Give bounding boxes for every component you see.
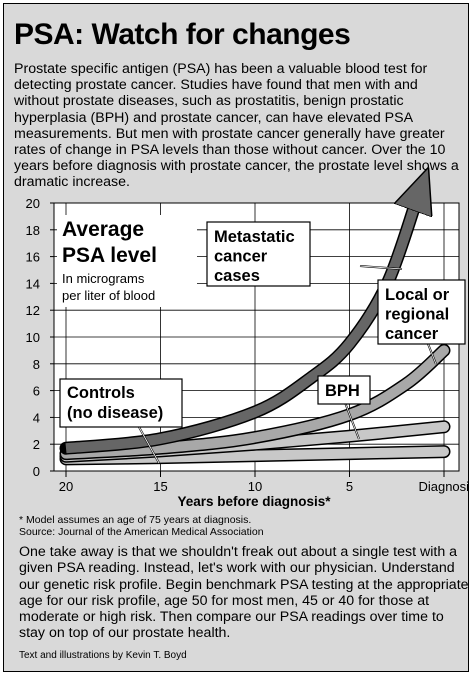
credit-line: Text and illustrations by Kevin T. Boyd xyxy=(19,650,187,661)
y-tick-label: 14 xyxy=(26,276,40,291)
y-tick-label: 6 xyxy=(33,384,40,399)
bph-label-box xyxy=(317,375,371,405)
x-tick-label: 5 xyxy=(346,479,353,494)
local-cancer-label-text: Local or xyxy=(385,286,450,304)
x-axis-label: Years before diagnosis* xyxy=(177,494,331,509)
y-tick-label: 2 xyxy=(33,437,40,452)
y-tick-label: 4 xyxy=(33,410,40,425)
x-tick-label: 15 xyxy=(153,479,167,494)
chart-title-line: PSA level xyxy=(62,244,157,267)
controls-label-box xyxy=(59,378,183,428)
y-tick-label: 0 xyxy=(33,464,40,479)
chart-title-backdrop xyxy=(57,215,197,307)
x-axis-ticks: 20 15 10 5 Diagnosis xyxy=(59,471,469,494)
chart-title-line: Average xyxy=(62,218,144,241)
metastatic-label-box xyxy=(206,221,311,287)
chart-title: Average PSA level In micrograms per liter o… xyxy=(57,215,197,307)
local-cancer-label-text: regional xyxy=(385,306,449,324)
metastatic-label-text: cases xyxy=(214,267,260,285)
controls-label-text: (no disease) xyxy=(67,404,163,422)
local-cancer-line xyxy=(61,345,449,459)
y-tick-label: 10 xyxy=(26,330,40,345)
y-tick-label: 18 xyxy=(26,223,40,238)
y-tick-label: 16 xyxy=(26,250,40,265)
intro-paragraph: Prostate specific antigen (PSA) has been… xyxy=(14,61,459,191)
label-pointer-highlight xyxy=(343,399,360,440)
local-cancer-label-box xyxy=(377,279,466,345)
y-tick-label: 12 xyxy=(26,303,40,318)
x-tick-label: 10 xyxy=(248,479,262,494)
y-axis-ticks: 0 2 4 6 8 10 12 14 16 18 20 xyxy=(26,196,54,479)
page-title: PSA: Watch for changes xyxy=(14,18,351,51)
y-tick-label: 8 xyxy=(33,357,40,372)
chart-units-line: In micrograms xyxy=(62,271,145,286)
label-pointer-highlight xyxy=(359,265,403,270)
footnote-model: * Model assumes an age of 75 years at di… xyxy=(19,514,252,526)
infographic-panel: PSA: Watch for changes Prostate specific… xyxy=(3,3,469,672)
metastatic-label-text: cancer xyxy=(214,248,268,266)
metastatic-label-text: Metastatic xyxy=(214,228,295,246)
y-tick-label: 20 xyxy=(26,196,40,211)
footnote-source: Source: Journal of the American Medical … xyxy=(19,525,264,538)
controls-label-text: Controls xyxy=(67,384,135,402)
takeaway-paragraph: One take away is that we shouldn't freak… xyxy=(19,544,469,642)
footnote: * Model assumes an age of 75 years at di… xyxy=(19,514,264,538)
local-cancer-label-text: cancer xyxy=(385,325,439,343)
bph-label-text: BPH xyxy=(325,382,360,400)
x-tick-label: Diagnosis xyxy=(418,479,469,494)
x-tick-label: 20 xyxy=(59,479,73,494)
psa-chart: 0 2 4 6 8 10 12 14 16 18 20 20 15 10 5 Diagnosis Metas… xyxy=(26,4,469,509)
chart-units-line: per liter of blood xyxy=(62,288,155,303)
